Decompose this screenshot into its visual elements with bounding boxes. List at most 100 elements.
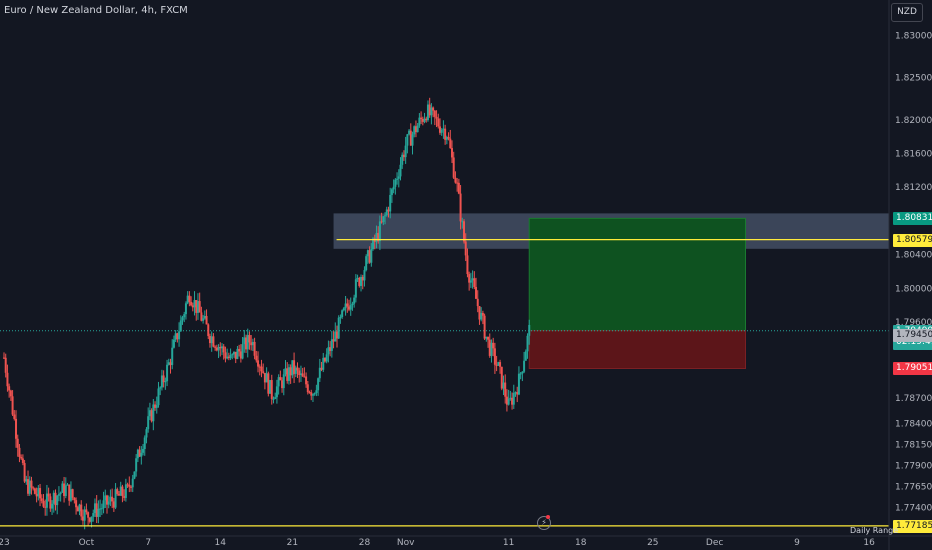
candle-body bbox=[505, 396, 508, 405]
candle-body bbox=[478, 306, 481, 320]
candle bbox=[195, 300, 198, 321]
candle bbox=[389, 187, 392, 219]
candles-layer bbox=[3, 97, 531, 530]
candle bbox=[145, 427, 148, 444]
candle-body bbox=[20, 457, 23, 459]
candle-body bbox=[404, 145, 407, 158]
candle bbox=[442, 120, 445, 139]
candle-body bbox=[337, 317, 340, 339]
candle bbox=[102, 491, 105, 514]
candle bbox=[205, 309, 208, 325]
candle bbox=[57, 486, 60, 502]
candle bbox=[500, 366, 503, 391]
candle-body bbox=[514, 392, 517, 394]
candle bbox=[392, 179, 395, 194]
candle bbox=[150, 408, 153, 423]
candle bbox=[162, 370, 165, 388]
candle bbox=[4, 353, 7, 378]
candle bbox=[198, 292, 201, 313]
candle-body bbox=[327, 347, 330, 355]
candle-body bbox=[257, 360, 260, 367]
candle bbox=[344, 295, 347, 316]
candle-body bbox=[524, 351, 527, 361]
candle-body bbox=[528, 324, 531, 336]
candle bbox=[56, 494, 59, 515]
currency-button[interactable]: NZD bbox=[891, 3, 923, 22]
candle-body bbox=[227, 356, 230, 359]
candle bbox=[471, 270, 474, 289]
candle bbox=[430, 103, 433, 125]
candle-body bbox=[425, 118, 428, 121]
candle bbox=[358, 276, 361, 288]
candle-body bbox=[466, 255, 469, 275]
candle-body bbox=[126, 484, 129, 486]
candle bbox=[444, 124, 447, 145]
candle bbox=[260, 359, 263, 378]
candle bbox=[504, 374, 507, 404]
candle bbox=[255, 350, 258, 363]
candle-body bbox=[23, 463, 26, 482]
candle-body bbox=[76, 507, 79, 512]
candle-body bbox=[323, 357, 326, 362]
candle bbox=[93, 498, 96, 517]
candle-body bbox=[354, 279, 357, 298]
candle-body bbox=[73, 497, 76, 501]
candle-body bbox=[243, 337, 246, 345]
candle-body bbox=[172, 339, 175, 348]
candle-body bbox=[248, 335, 251, 343]
candle bbox=[241, 337, 244, 360]
candle bbox=[409, 123, 412, 146]
candle bbox=[275, 379, 278, 404]
candle bbox=[425, 116, 428, 123]
candle-body bbox=[52, 492, 55, 504]
candle bbox=[160, 369, 163, 391]
candle-body bbox=[69, 489, 72, 501]
price-tick-label: 1.77900 bbox=[895, 462, 932, 472]
candle-body bbox=[87, 512, 90, 518]
candle bbox=[28, 476, 31, 496]
candle bbox=[274, 392, 277, 400]
candle-body bbox=[500, 366, 503, 389]
time-tick-label: Nov bbox=[397, 538, 415, 548]
candle-body bbox=[426, 104, 429, 121]
candle bbox=[351, 301, 354, 311]
candle bbox=[315, 384, 318, 397]
candle bbox=[476, 290, 479, 313]
candle-body bbox=[406, 134, 409, 146]
candle bbox=[191, 302, 194, 312]
candle-body bbox=[363, 270, 366, 281]
candle bbox=[313, 392, 316, 396]
candle bbox=[119, 481, 122, 496]
price-tag: 1.80579 bbox=[893, 233, 932, 247]
candle-body bbox=[392, 186, 395, 190]
candle bbox=[270, 374, 273, 405]
candle-body bbox=[303, 376, 306, 378]
candle-body bbox=[140, 452, 143, 457]
lightning-icon[interactable]: ⚡ bbox=[537, 516, 551, 530]
candle-body bbox=[394, 179, 397, 187]
candle-body bbox=[8, 386, 11, 391]
candle-body bbox=[255, 355, 258, 361]
candle bbox=[495, 355, 498, 372]
candle bbox=[488, 333, 491, 358]
candle-body bbox=[495, 364, 498, 366]
price-tag: 1.79450 bbox=[893, 328, 932, 342]
candle bbox=[524, 349, 527, 361]
candle-body bbox=[291, 360, 294, 376]
candle-body bbox=[27, 479, 30, 494]
candle-body bbox=[16, 438, 19, 448]
candle bbox=[44, 499, 47, 516]
candle-body bbox=[485, 336, 488, 339]
candle-body bbox=[200, 312, 203, 321]
candle bbox=[406, 133, 409, 154]
candle bbox=[263, 372, 266, 390]
candle-body bbox=[385, 209, 388, 216]
candle bbox=[114, 483, 117, 510]
candle-body bbox=[205, 315, 208, 325]
candle bbox=[78, 503, 81, 516]
candle-body bbox=[155, 405, 158, 408]
candle bbox=[473, 271, 476, 290]
price-axis[interactable]: 1.83000 1.82500 1.82000 1.81600 1.81200 1.804… bbox=[888, 0, 932, 550]
time-axis[interactable]: 23 Oct 7 14 21 28 Nov 11 18 25 Dec 9 16 bbox=[0, 535, 932, 548]
